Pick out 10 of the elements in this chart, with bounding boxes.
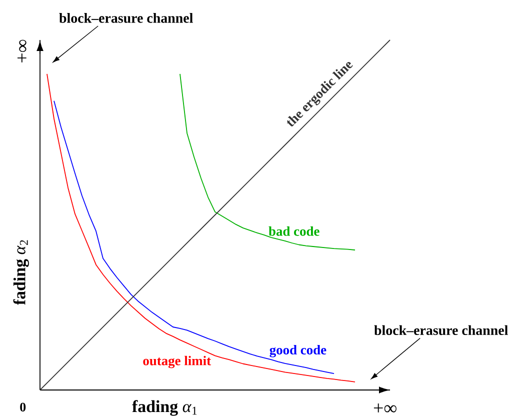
y-axis-title: fading α$_{2}$ — [13, 240, 29, 305]
annotation: block–erasure channel — [374, 325, 508, 336]
text: +∞ — [18, 40, 26, 62]
text: block–erasure channel — [59, 13, 193, 23]
text: +∞ — [374, 404, 396, 412]
series-label: outage limit — [143, 356, 211, 368]
series-label: good code — [270, 345, 326, 358]
series-label: bad code — [268, 226, 320, 236]
text: 0 — [20, 402, 26, 412]
x-axis-title: fading α$_{1}$ — [132, 400, 197, 416]
